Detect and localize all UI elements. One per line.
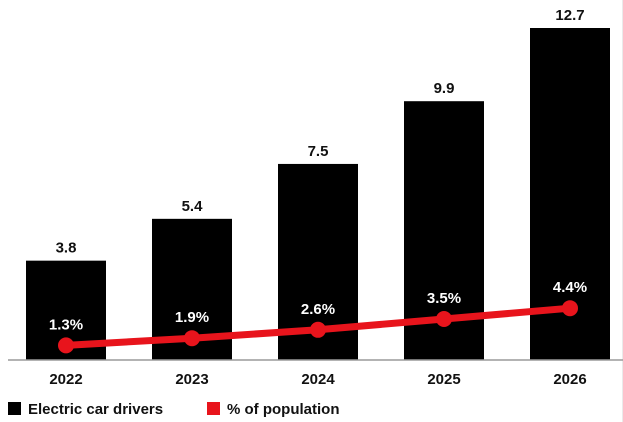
legend-label-percent-of-population: % of population (227, 401, 339, 418)
legend-swatch-percent-of-population (207, 402, 220, 415)
population-point-2023 (184, 330, 200, 347)
population-value-label-2024: 2.6% (301, 301, 335, 318)
population-value-label-2022: 1.3% (49, 316, 83, 333)
x-tick-label-2025: 2025 (427, 371, 460, 388)
population-point-2025 (436, 311, 452, 327)
x-tick-label-2024: 2024 (301, 371, 335, 388)
population-point-2022 (58, 337, 74, 354)
bar-value-label-2022: 3.8 (56, 240, 77, 257)
legend-swatch-electric-car-drivers (8, 402, 21, 415)
population-value-label-2025: 3.5% (427, 290, 461, 307)
population-point-2026 (562, 300, 578, 317)
x-tick-label-2026: 2026 (553, 371, 586, 388)
line-layer: 1.3% 1.9% 2.6% 3.5% 4.4% (49, 279, 587, 354)
bar-value-label-2025: 9.9 (434, 80, 455, 97)
x-tick-label-2022: 2022 (49, 371, 82, 388)
legend: Electric car drivers % of population (8, 401, 339, 418)
bar-value-label-2023: 5.4 (182, 198, 204, 215)
population-value-label-2023: 1.9% (175, 309, 209, 326)
bar-value-label-2026: 12.7 (555, 7, 584, 24)
bars-layer: 3.8 5.4 7.5 9.9 12.7 (26, 7, 610, 361)
population-value-label-2026: 4.4% (553, 279, 587, 296)
x-tick-label-2023: 2023 (175, 371, 208, 388)
bar-value-label-2024: 7.5 (308, 143, 329, 160)
legend-label-electric-car-drivers: Electric car drivers (28, 401, 163, 418)
population-point-2024 (310, 321, 326, 338)
ticks-layer: 2022 2023 2024 2025 2026 (49, 371, 586, 388)
